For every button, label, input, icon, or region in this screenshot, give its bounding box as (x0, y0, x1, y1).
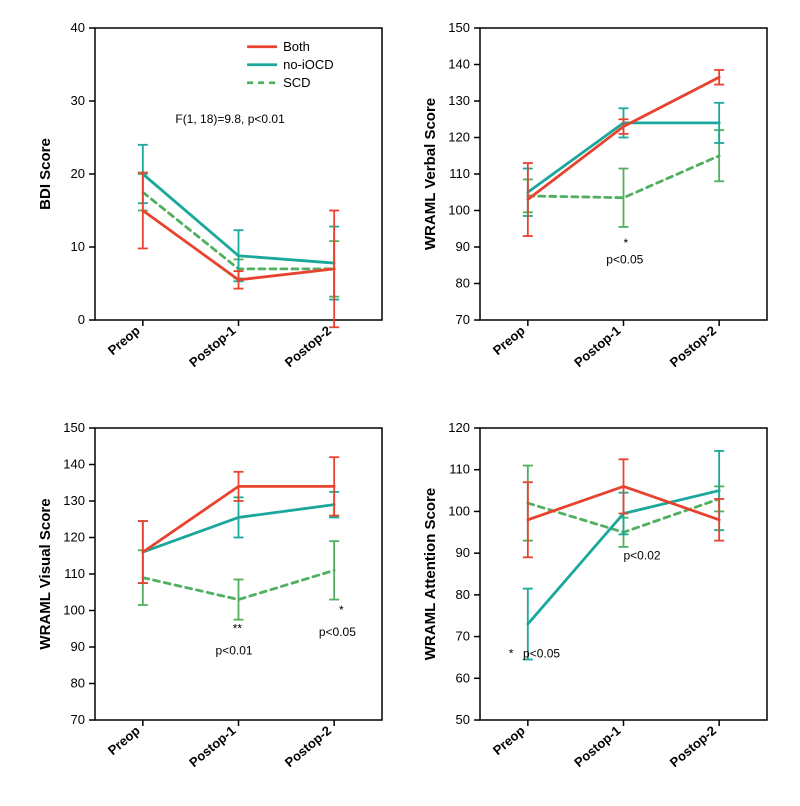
svg-text:90: 90 (456, 239, 470, 254)
svg-text:80: 80 (71, 676, 85, 691)
svg-text:110: 110 (64, 566, 85, 581)
svg-text:150: 150 (63, 420, 85, 435)
svg-text:WRAML Attention Score: WRAML Attention Score (422, 488, 439, 661)
panel-visual: 70 80 90 100 110 120 130 140 150 Preop Postop-1 Pos… (30, 410, 400, 790)
svg-text:40: 40 (71, 20, 85, 35)
svg-text:110: 110 (449, 462, 470, 477)
svg-text:**: ** (233, 621, 243, 635)
svg-text:Postop-1: Postop-1 (571, 723, 623, 770)
svg-text:130: 130 (63, 493, 85, 508)
svg-text:100: 100 (63, 603, 85, 618)
svg-text:100: 100 (448, 203, 470, 218)
svg-text:20: 20 (71, 166, 85, 181)
svg-text:Postop-2: Postop-2 (667, 723, 719, 770)
svg-text:70: 70 (456, 629, 470, 644)
svg-text:140: 140 (448, 57, 470, 72)
svg-text:120: 120 (448, 130, 470, 145)
svg-text:WRAML Verbal Score: WRAML Verbal Score (422, 98, 439, 250)
svg-text:120: 120 (448, 420, 470, 435)
svg-text:p<0.05: p<0.05 (319, 625, 356, 639)
svg-text:130: 130 (448, 93, 470, 108)
panel-verbal: 70 80 90 100 110 120 130 140 150 Preop Postop-1 Pos… (415, 10, 785, 390)
panel-attention: 50 60 70 80 90 100 110 120 Preop Postop-1 Postop-2… (415, 410, 785, 790)
svg-text:Postop-2: Postop-2 (282, 323, 334, 370)
svg-text:Postop-2: Postop-2 (282, 723, 334, 770)
svg-text:80: 80 (456, 276, 470, 291)
svg-text:*: * (624, 236, 629, 250)
svg-text:*: * (339, 603, 344, 617)
svg-text:30: 30 (71, 93, 85, 108)
svg-text:p<0.05: p<0.05 (523, 646, 560, 660)
svg-text:p<0.05: p<0.05 (606, 252, 643, 266)
svg-text:Preop: Preop (490, 323, 528, 358)
svg-text:70: 70 (456, 312, 470, 327)
svg-text:120: 120 (63, 530, 85, 545)
svg-text:Postop-1: Postop-1 (186, 723, 238, 770)
svg-text:Postop-2: Postop-2 (667, 323, 719, 370)
svg-text:90: 90 (71, 639, 85, 654)
svg-text:Preop: Preop (490, 723, 528, 758)
svg-text:p<0.01: p<0.01 (216, 643, 253, 657)
svg-text:140: 140 (63, 457, 85, 472)
svg-text:100: 100 (448, 503, 470, 518)
svg-text:F(1, 18)=9.8, p<0.01: F(1, 18)=9.8, p<0.01 (175, 112, 285, 126)
svg-text:0: 0 (78, 312, 85, 327)
svg-text:no-iOCD: no-iOCD (283, 57, 334, 72)
svg-text:SCD: SCD (283, 75, 310, 90)
svg-text:BDI Score: BDI Score (37, 138, 54, 210)
svg-text:Postop-1: Postop-1 (571, 323, 623, 370)
svg-text:70: 70 (71, 712, 85, 727)
svg-text:Preop: Preop (105, 323, 143, 358)
panel-bdi: 0 10 20 30 40 Preop Postop-1 Postop-2 BDI Score F… (30, 10, 400, 390)
svg-text:Both: Both (283, 39, 310, 54)
svg-text:110: 110 (449, 166, 470, 181)
svg-text:80: 80 (456, 587, 470, 602)
svg-text:Preop: Preop (105, 723, 143, 758)
svg-text:WRAML Visual Score: WRAML Visual Score (37, 498, 54, 649)
svg-text:150: 150 (448, 20, 470, 35)
svg-text:50: 50 (456, 712, 470, 727)
svg-text:p<0.02: p<0.02 (624, 548, 661, 562)
svg-text:Postop-1: Postop-1 (186, 323, 238, 370)
svg-text:10: 10 (71, 239, 85, 254)
svg-text:60: 60 (456, 670, 470, 685)
svg-text:*: * (509, 646, 514, 660)
svg-text:90: 90 (456, 545, 470, 560)
